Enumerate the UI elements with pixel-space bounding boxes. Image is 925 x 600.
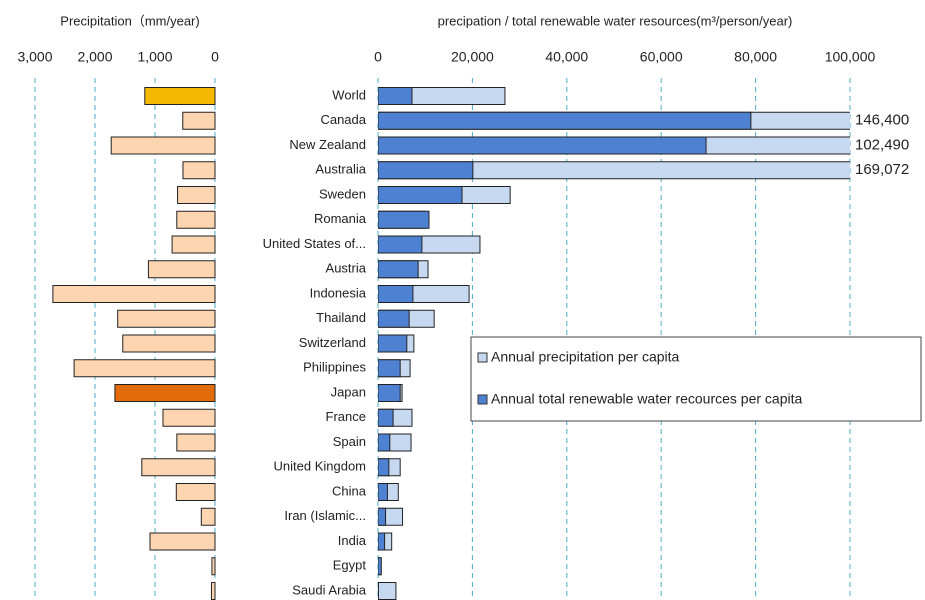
bar [378, 384, 401, 402]
value-label: 102,490 [855, 136, 909, 153]
category-label: Canada [320, 112, 366, 127]
category-label: World [332, 87, 366, 102]
category-label: Japan [331, 384, 366, 399]
right-chart-title: precipation / total renewable water reso… [438, 13, 793, 28]
bar [378, 433, 391, 452]
bar [182, 161, 216, 180]
x-tick-label: 0 [211, 49, 219, 65]
value-label: 169,072 [855, 161, 909, 178]
bar [378, 458, 390, 477]
x-tick-label: 40,000 [545, 49, 588, 65]
category-label: Australia [315, 162, 366, 177]
bar [144, 87, 216, 105]
bar [378, 507, 387, 526]
bar [378, 285, 414, 303]
category-label: Romania [314, 211, 367, 226]
bar [149, 532, 216, 551]
bar [147, 260, 216, 279]
x-tick-label: 20,000 [451, 49, 494, 65]
category-label: United Kingdom [274, 459, 367, 474]
legend-box [470, 336, 922, 422]
category-label: Sweden [319, 186, 366, 201]
bar [378, 111, 752, 130]
bar [378, 260, 419, 279]
category-label: China [332, 483, 367, 498]
category-label: Saudi Arabia [292, 582, 366, 597]
bar [378, 210, 430, 229]
legend-label: Annual precipitation per capita [491, 349, 680, 365]
category-label: New Zealand [289, 137, 366, 152]
plot-area [378, 87, 850, 600]
category-label: Switzerland [299, 335, 366, 350]
legend-label: Annual total renewable water recources p… [491, 391, 803, 407]
legend: Annual precipitation per capita Annual to… [470, 336, 922, 422]
bar [378, 161, 474, 180]
bar [378, 136, 707, 155]
category-label: Austria [326, 261, 367, 276]
bar [378, 186, 463, 204]
category-label: Indonesia [310, 285, 367, 300]
bar [378, 359, 401, 378]
bar [171, 235, 216, 254]
bar [162, 408, 216, 427]
x-tick-label: 1,000 [137, 49, 172, 65]
bar [378, 408, 394, 427]
legend-swatch [477, 394, 488, 405]
category-label: France [326, 409, 366, 424]
bar [175, 483, 216, 501]
bar [378, 161, 850, 180]
bar [114, 384, 216, 402]
plot-area [52, 87, 216, 600]
category-label: India [338, 533, 367, 548]
bar [378, 235, 423, 254]
bar [177, 186, 216, 204]
bar [110, 136, 216, 155]
bar [211, 557, 216, 576]
bar [200, 507, 216, 526]
bar [378, 87, 413, 105]
bar [378, 483, 388, 501]
value-label: 146,400 [855, 112, 909, 129]
category-label: Thailand [316, 310, 366, 325]
x-tick-label: 2,000 [77, 49, 112, 65]
bar [117, 309, 216, 328]
bar [176, 210, 216, 229]
bar [378, 557, 382, 576]
bar [378, 309, 410, 328]
category-label: Spain [333, 434, 366, 449]
category-label: Philippines [303, 360, 366, 375]
left-chart-title: Precipitation（mm/year) [60, 13, 199, 28]
bar [378, 582, 397, 600]
category-label: Iran (Islamic... [284, 508, 366, 523]
bar [176, 433, 216, 452]
category-label: Egypt [333, 558, 367, 573]
x-tick-label: 100,000 [825, 49, 876, 65]
category-label: United States of... [263, 236, 366, 251]
bar [378, 532, 386, 551]
x-tick-label: 80,000 [734, 49, 777, 65]
bar [73, 359, 216, 378]
x-tick-label: 0 [374, 49, 382, 65]
x-tick-label: 60,000 [640, 49, 683, 65]
bar [182, 111, 216, 130]
bar [141, 458, 216, 477]
legend-swatch [477, 352, 488, 363]
bar [378, 334, 408, 353]
bar [122, 334, 216, 353]
bar [210, 582, 216, 600]
x-tick-label: 3,000 [17, 49, 52, 65]
bar [52, 285, 216, 303]
